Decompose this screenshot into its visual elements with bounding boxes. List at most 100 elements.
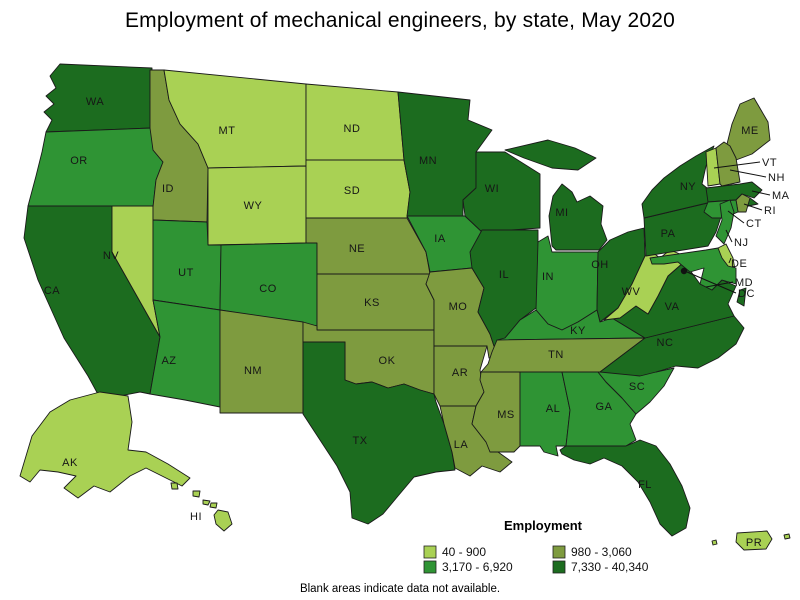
state-wv[interactable] [603,249,685,321]
state-label-ca: CA [44,285,60,297]
legend-label-c3: 3,170 - 6,920 [442,560,513,574]
state-label-fl: FL [638,479,652,491]
state-label-nm: NM [244,365,262,377]
legend-label-c1: 40 - 900 [442,545,486,559]
callout-line-ct [727,210,745,224]
state-nj[interactable] [715,199,735,245]
state-label-or: OR [70,155,88,167]
state-label-dc: DC [738,288,755,300]
callout-line-nh [729,169,767,178]
state-label-id: ID [162,183,174,195]
legend-swatch-c4 [552,560,566,574]
state-label-tx: TX [352,435,367,447]
state-label-az: AZ [161,355,176,367]
state-label-ma: MA [772,190,790,202]
state-label-nh: NH [768,172,785,184]
legend-swatch-c2 [552,545,566,559]
state-label-nj: NJ [734,237,748,249]
state-label-sd: SD [344,185,360,197]
state-va-eastern-shore[interactable] [736,287,747,307]
callout-line-dc [686,271,737,294]
state-label-pa: PA [661,228,676,240]
state-label-ct: CT [746,218,762,230]
state-fl[interactable] [559,439,691,537]
state-hi-oahu[interactable] [192,490,201,498]
state-label-ms: MS [497,409,515,421]
state-label-nc: NC [657,337,674,349]
dc-marker[interactable] [680,267,688,275]
state-label-sc: SC [629,381,645,393]
state-label-ia: IA [434,233,446,245]
state-label-mn: MN [419,155,437,167]
state-label-co: CO [259,283,277,295]
state-az[interactable] [149,299,221,408]
legend-swatch-c3 [423,560,437,574]
state-label-wy: WY [244,200,263,212]
state-mi-upper[interactable] [504,139,597,171]
state-label-ri: RI [764,205,776,217]
state-pr-islet-west[interactable] [711,539,718,546]
state-nd[interactable] [305,83,405,161]
state-label-md: MD [735,277,753,289]
callout-lines-layer [686,161,771,294]
state-label-nv: NV [103,250,119,262]
state-label-wa: WA [86,96,104,108]
state-labels-layer: WA OR CA NV ID MT WY UT CO AZ NM ND SD N… [44,96,790,549]
legend-swatch-c1 [423,545,437,559]
state-label-ne: NE [349,243,365,255]
state-label-ar: AR [452,367,468,379]
state-label-wi: WI [485,183,499,195]
state-label-de: DE [731,258,747,270]
legend-label-c4: 7,330 - 40,340 [571,560,649,574]
state-nm[interactable] [219,309,304,414]
state-mi-lower[interactable] [548,183,608,251]
state-label-ky: KY [570,325,586,337]
state-hi-kauai[interactable] [170,482,179,490]
state-label-oh: OH [591,259,609,271]
state-hi-big-island[interactable] [213,509,233,532]
state-nc[interactable] [599,315,745,377]
map-title: Employment of mechanical engineers, by s… [125,9,675,32]
state-ne[interactable] [305,217,431,275]
callout-line-md [705,281,734,288]
state-label-mi: MI [555,207,568,219]
state-label-ga: GA [596,401,613,413]
state-label-me: ME [741,125,759,137]
footnote: Blank areas indicate data not available. [300,583,500,595]
state-ak[interactable] [19,391,191,499]
callout-line-ri [743,203,763,211]
state-label-pr: PR [746,537,762,549]
state-label-in: IN [542,271,554,283]
state-label-mt: MT [219,125,236,137]
state-pr[interactable] [735,530,773,551]
state-label-hi: HI [190,511,202,523]
state-label-la: LA [454,439,469,451]
state-pr-islet-east[interactable] [783,533,791,540]
state-label-ak: AK [62,457,78,469]
legend-title: Employment [504,518,583,533]
state-label-ny: NY [680,181,696,193]
state-label-il: IL [499,269,509,281]
state-label-mo: MO [449,301,468,313]
state-label-ut: UT [178,267,194,279]
callout-line-ma [751,190,771,196]
state-me[interactable] [725,97,771,161]
callout-line-vt [713,161,761,169]
state-nh[interactable] [715,141,741,187]
state-label-vt: VT [762,157,777,169]
legend-label-c2: 980 - 3,060 [571,545,632,559]
states-layer [19,63,791,551]
state-label-al: AL [546,403,560,415]
state-label-wv: WV [622,286,641,298]
state-label-va: VA [665,301,680,313]
state-or[interactable] [27,127,164,208]
state-label-ok: OK [379,355,396,367]
legend: Employment 40 - 900 980 - 3,060 3,170 - … [423,518,649,574]
callout-line-nj [725,229,733,243]
state-hi-molokai[interactable] [202,499,211,506]
state-hi-maui[interactable] [209,502,218,509]
state-label-ks: KS [364,297,380,309]
callout-line-de [728,257,732,264]
